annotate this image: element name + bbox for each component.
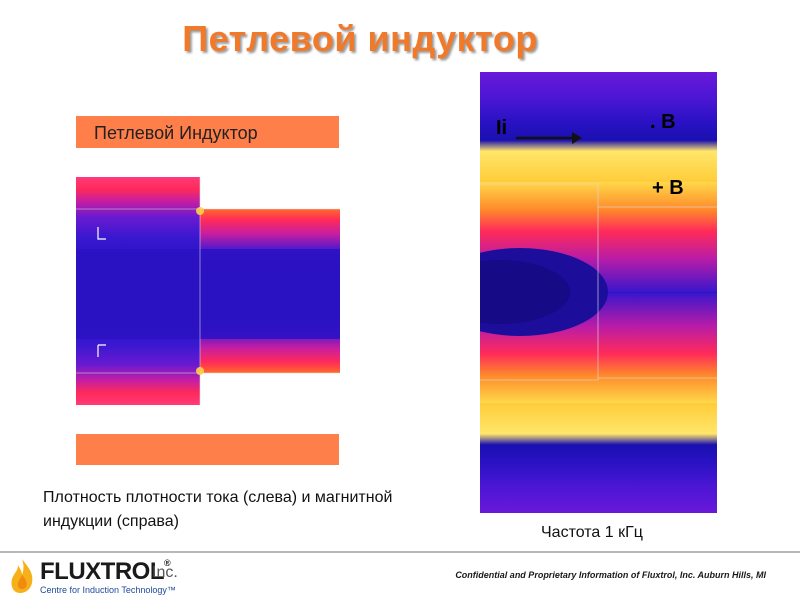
fluxtrol-logo: FLUXTROL® Inc. Centre for Induction Tech… [6,555,178,597]
page-title: Петлевой индуктор [182,18,538,59]
footer-divider [0,551,800,553]
flame-icon [11,559,33,593]
logo-wordmark: FLUXTROL® [40,558,171,585]
logo-inc: Inc. [152,564,178,581]
confidential-notice: Confidential and Proprietary Information… [455,570,766,580]
current-density-plot [76,177,340,405]
inductor-label-bar: Петлевой Индуктор [76,116,339,148]
current-label: Ii [496,117,507,139]
inductor-label: Петлевой Индуктор [94,123,258,143]
magnetic-induction-plot: Ii . B + B [480,72,717,513]
logo-tagline: Centre for Induction Technology™ [40,585,176,595]
minus-b-label: . B [650,111,676,133]
left-caption: Плотность плотности тока (слева) и магни… [43,489,393,530]
plus-b-label: + B [652,177,684,199]
frequency-caption: Частота 1 кГц [541,524,643,541]
bottom-coil-bar [76,434,339,465]
